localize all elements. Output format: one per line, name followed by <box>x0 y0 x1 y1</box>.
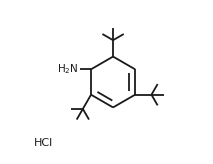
Text: HCl: HCl <box>34 138 54 148</box>
Text: $\mathregular{H_2N}$: $\mathregular{H_2N}$ <box>57 62 79 76</box>
